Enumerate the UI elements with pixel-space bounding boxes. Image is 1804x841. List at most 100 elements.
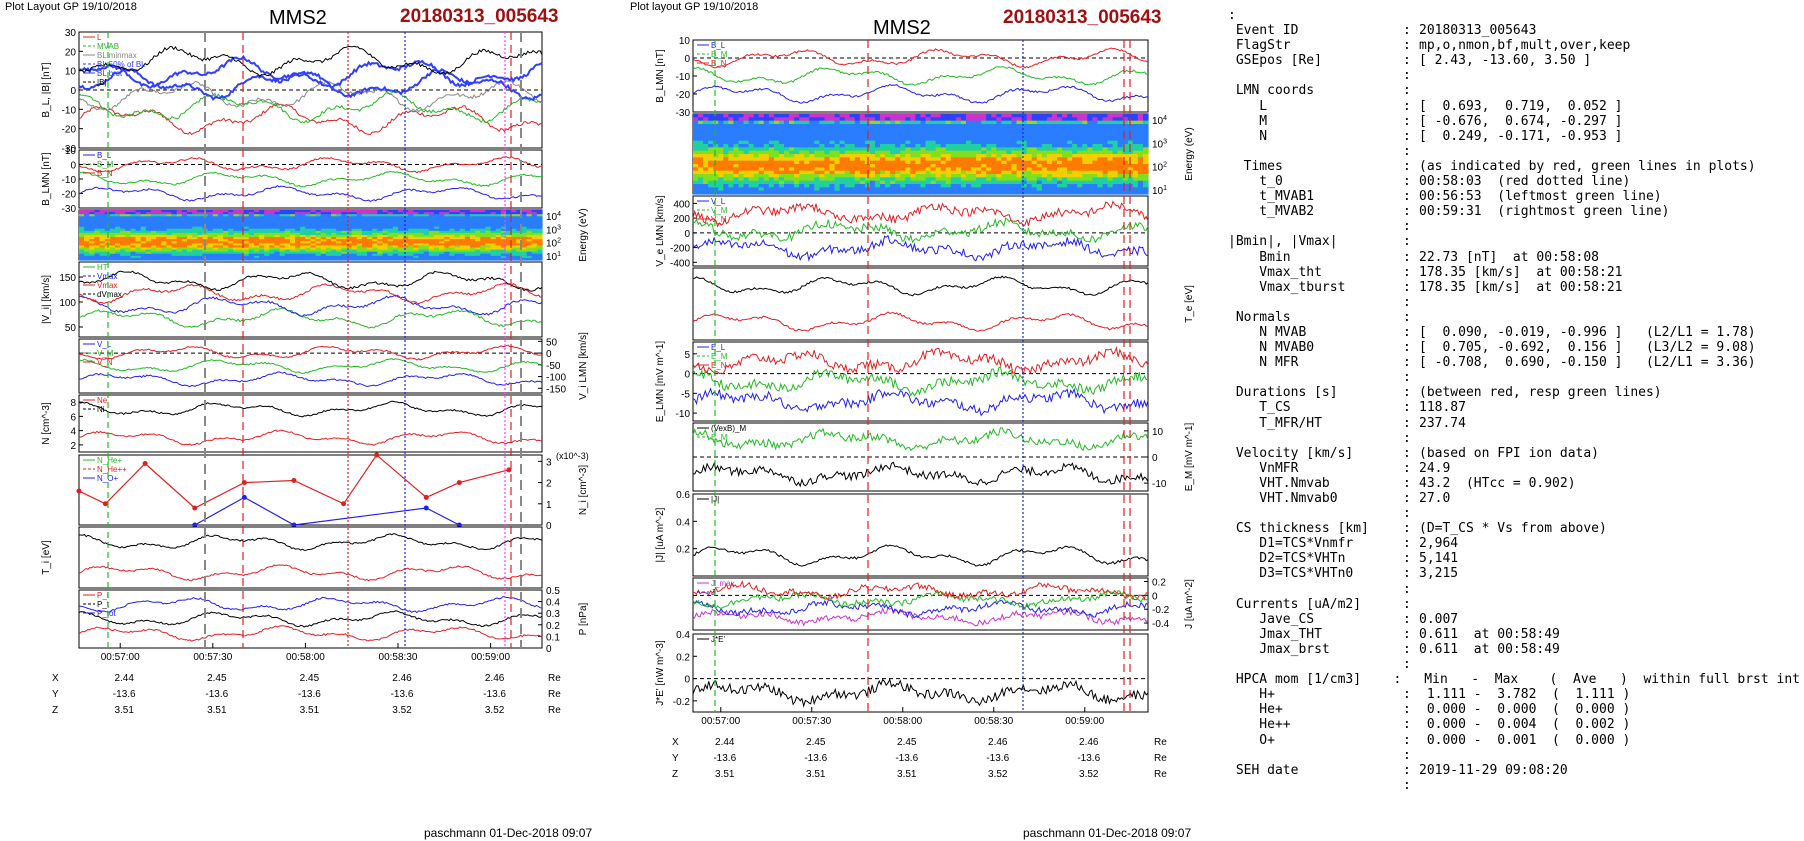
spectrogram-cell bbox=[115, 220, 121, 224]
spectrogram-cell bbox=[925, 170, 932, 175]
spectrogram-cell bbox=[784, 174, 790, 178]
spectrogram-cell bbox=[804, 137, 810, 142]
spectrogram-cell bbox=[869, 127, 876, 132]
spectrogram-cell bbox=[166, 212, 173, 215]
summary-label bbox=[1228, 778, 1403, 793]
spectrogram-cell bbox=[212, 241, 219, 244]
spectrogram-cell bbox=[336, 210, 342, 213]
spectrogram-cell bbox=[768, 150, 775, 155]
summary-row: SEH date:2019-11-29 09:08:20 bbox=[1228, 763, 1800, 778]
spectrogram-cell bbox=[738, 160, 745, 165]
spectrogram-cell bbox=[248, 218, 255, 222]
spectrogram-cell bbox=[449, 241, 456, 244]
spectrogram-cell bbox=[94, 218, 101, 222]
spectrogram-cell bbox=[403, 253, 409, 257]
spectrogram-cell bbox=[733, 164, 740, 168]
spectrogram-cell bbox=[945, 184, 952, 188]
spectrogram-cell bbox=[382, 253, 389, 257]
summary-row: O+: 0.000 - 0.001 ( 0.000 ) bbox=[1228, 733, 1800, 748]
spectrogram-cell bbox=[228, 245, 234, 249]
spectrogram-cell bbox=[521, 210, 528, 213]
tick-label: 200 bbox=[673, 214, 690, 225]
spectrogram-cell bbox=[753, 117, 760, 122]
spectrogram-cell bbox=[784, 184, 790, 188]
spectrogram-cell bbox=[703, 157, 709, 162]
spectrogram-cell bbox=[950, 124, 957, 128]
spectrogram-cell bbox=[223, 251, 229, 255]
spectrogram-cell bbox=[212, 237, 219, 240]
spectrogram-cell bbox=[315, 228, 322, 232]
spectrogram-cell bbox=[469, 247, 476, 251]
spectrogram-cell bbox=[372, 247, 378, 251]
spectrogram-cell bbox=[991, 184, 997, 188]
spectrogram-cell bbox=[140, 222, 147, 226]
spectrogram-cell bbox=[1137, 130, 1144, 135]
spectrogram-cell bbox=[1097, 167, 1104, 172]
spectrogram-cell bbox=[880, 157, 886, 162]
spectrogram-cell bbox=[991, 124, 997, 128]
spectrogram-cell bbox=[500, 249, 507, 253]
spectrogram-cell bbox=[885, 124, 891, 128]
spectrogram-cell bbox=[228, 216, 234, 219]
spectrogram-cell bbox=[905, 167, 911, 172]
spectrogram-cell bbox=[1021, 150, 1028, 155]
spectrogram-cell bbox=[733, 190, 740, 195]
spectrogram-cell bbox=[120, 210, 126, 213]
spectrogram-cell bbox=[1072, 127, 1078, 132]
spectrogram-cell bbox=[981, 140, 987, 145]
spectrogram-cell bbox=[1016, 154, 1023, 158]
spectrogram-cell bbox=[356, 235, 363, 238]
spectrogram-cell bbox=[336, 222, 342, 226]
summary-value: 3,215 bbox=[1419, 566, 1459, 582]
spectrogram-cell bbox=[905, 157, 911, 162]
spectrogram-cell bbox=[940, 177, 947, 182]
spectrogram-cell bbox=[531, 255, 538, 259]
spectrogram-cell bbox=[454, 239, 461, 242]
spectrogram-cell bbox=[758, 157, 765, 162]
spectrogram-cell bbox=[181, 245, 188, 249]
spectrogram-cell bbox=[960, 124, 967, 128]
spectrogram-cell bbox=[819, 187, 826, 192]
spectrogram-cell bbox=[1001, 147, 1008, 152]
summary-value: 0.611 at 00:58:49 bbox=[1419, 641, 1560, 657]
spectrogram-cell bbox=[475, 257, 481, 261]
position-value: -13.6 bbox=[298, 689, 321, 700]
spectrogram-cell bbox=[794, 154, 800, 158]
spectrogram-cell bbox=[356, 214, 363, 217]
spectrogram-cell bbox=[981, 177, 987, 182]
spectrogram-cell bbox=[413, 226, 420, 230]
spectrogram-cell bbox=[115, 230, 121, 234]
spectrogram-cell bbox=[248, 253, 255, 257]
spectrogram-cell bbox=[171, 257, 178, 261]
panel-frame bbox=[78, 261, 543, 338]
spectrogram-cell bbox=[511, 210, 517, 213]
spectrogram-cell bbox=[1112, 184, 1119, 188]
spectrogram-cell bbox=[500, 218, 507, 222]
spectrogram-cell bbox=[207, 235, 214, 238]
spectrogram-cell bbox=[356, 210, 363, 213]
spectrogram-cell bbox=[387, 241, 394, 244]
spectrogram-cell bbox=[960, 170, 967, 175]
spectrogram-cell bbox=[723, 130, 729, 135]
spectrogram-cell bbox=[814, 187, 820, 192]
spectrogram-cell bbox=[763, 140, 770, 145]
spectrogram-cell bbox=[1046, 147, 1053, 152]
spectrogram-cell bbox=[834, 134, 841, 138]
spectrogram-cell bbox=[336, 243, 342, 247]
spectrogram-cell bbox=[905, 134, 911, 138]
spectrogram-cell bbox=[1127, 137, 1134, 142]
spectrogram-cell bbox=[1122, 177, 1129, 182]
spectrogram-cell bbox=[315, 251, 322, 255]
spectrogram-cell bbox=[500, 220, 507, 224]
spectrogram-cell bbox=[1026, 117, 1033, 122]
spectrogram-cell bbox=[79, 220, 85, 224]
spectrogram-cell bbox=[748, 120, 755, 125]
spectrogram-cell bbox=[834, 154, 841, 158]
spectrogram-cell bbox=[976, 177, 982, 182]
spectrogram-cell bbox=[171, 220, 178, 224]
spectrogram-cell bbox=[880, 147, 886, 152]
spectrogram-cell bbox=[986, 167, 992, 172]
spectrogram-cell bbox=[875, 147, 881, 152]
spectrogram-cell bbox=[94, 216, 101, 219]
spectrogram-cell bbox=[99, 222, 106, 226]
